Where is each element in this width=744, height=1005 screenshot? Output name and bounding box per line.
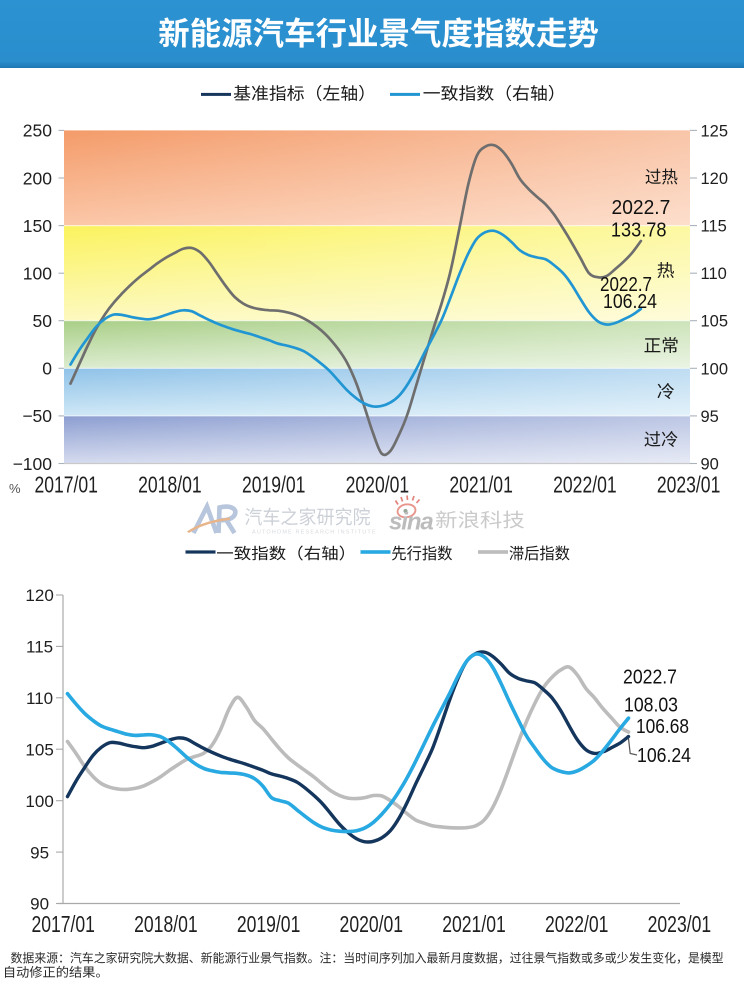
svg-text:2017/01: 2017/01 — [34, 472, 98, 498]
svg-text:110: 110 — [701, 265, 727, 283]
svg-text:100: 100 — [23, 264, 52, 284]
svg-text:105: 105 — [25, 741, 53, 760]
svg-text:2021/01: 2021/01 — [449, 472, 513, 498]
svg-text:150: 150 — [23, 216, 52, 236]
svg-text:2019/01: 2019/01 — [242, 472, 306, 498]
svg-text:2017/01: 2017/01 — [31, 911, 95, 937]
svg-text:sina: sina — [389, 509, 433, 536]
svg-text:110: 110 — [26, 689, 53, 708]
svg-text:106.24: 106.24 — [603, 291, 657, 313]
svg-text:2022/01: 2022/01 — [553, 472, 617, 498]
svg-text:−100: −100 — [13, 454, 53, 474]
svg-text:2022.7: 2022.7 — [600, 274, 652, 296]
svg-text:100: 100 — [701, 360, 729, 378]
svg-text:2018/01: 2018/01 — [138, 472, 202, 498]
svg-text:%: % — [9, 481, 21, 496]
svg-text:2023/01: 2023/01 — [657, 472, 721, 498]
svg-text:2022/01: 2022/01 — [545, 911, 609, 937]
svg-text:2018/01: 2018/01 — [134, 911, 198, 937]
svg-text:115: 115 — [26, 638, 53, 657]
svg-text:120: 120 — [25, 586, 53, 605]
svg-text:2021/01: 2021/01 — [442, 911, 506, 937]
svg-text:100: 100 — [25, 792, 53, 811]
svg-text:2022.7: 2022.7 — [612, 197, 671, 219]
svg-text:2023/01: 2023/01 — [648, 911, 712, 937]
svg-text:108.03: 108.03 — [624, 694, 678, 717]
svg-text:−50: −50 — [22, 406, 52, 426]
svg-text:90: 90 — [30, 895, 49, 914]
svg-text:133.78: 133.78 — [611, 220, 667, 242]
svg-text:2020/01: 2020/01 — [346, 472, 410, 498]
svg-text:2020/01: 2020/01 — [340, 911, 404, 937]
svg-text:95: 95 — [30, 843, 49, 862]
svg-text:95: 95 — [701, 408, 719, 426]
svg-text:250: 250 — [23, 121, 52, 141]
svg-text:200: 200 — [23, 168, 52, 188]
svg-text:120: 120 — [701, 170, 729, 188]
svg-text:125: 125 — [701, 122, 729, 140]
svg-text:105: 105 — [701, 313, 729, 331]
svg-text:90: 90 — [701, 456, 719, 474]
svg-text:106.24: 106.24 — [637, 744, 691, 767]
svg-text:115: 115 — [701, 218, 727, 236]
svg-text:2022.7: 2022.7 — [623, 666, 677, 689]
svg-text:0: 0 — [42, 359, 52, 379]
svg-text:106.68: 106.68 — [636, 715, 689, 738]
svg-text:2019/01: 2019/01 — [237, 911, 301, 937]
svg-text:50: 50 — [33, 311, 53, 331]
svg-text:AUTOHOME RESEARCH INSTITUTE: AUTOHOME RESEARCH INSTITUTE — [252, 530, 377, 536]
